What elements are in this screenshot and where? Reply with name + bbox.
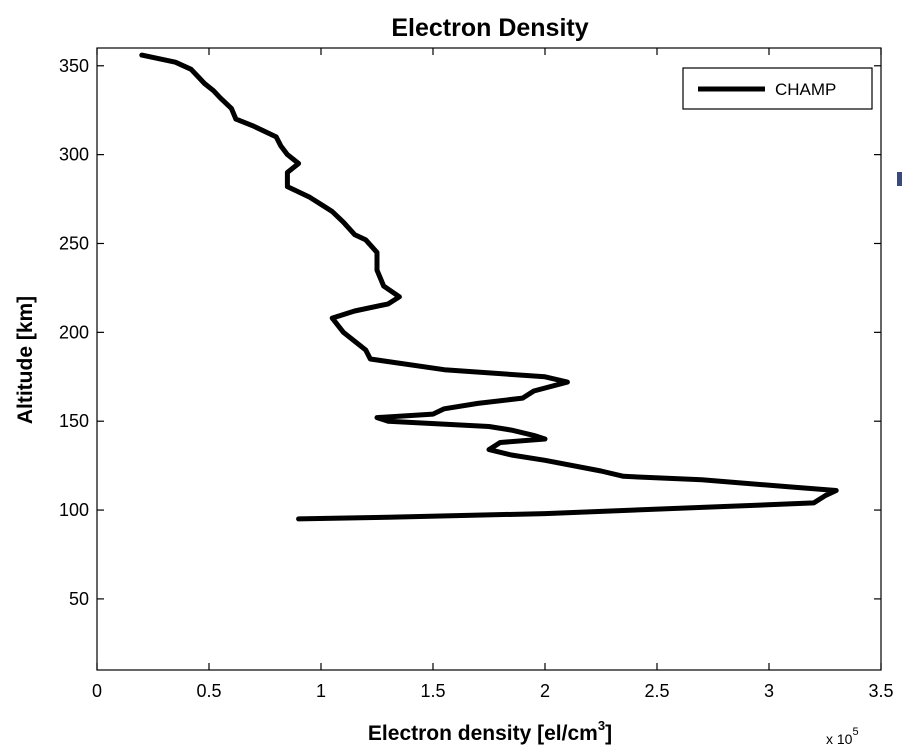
plot-area xyxy=(96,47,882,671)
x-tick-label: 1.5 xyxy=(420,681,445,701)
y-tick-label: 150 xyxy=(59,411,89,431)
x-tick-label: 1 xyxy=(316,681,326,701)
y-axis-label: Altitude [km] xyxy=(14,296,37,424)
edge-marker xyxy=(897,172,902,186)
y-tick-label: 200 xyxy=(59,322,89,342)
x-tick-label: 0 xyxy=(92,681,102,701)
x-tick-label: 2 xyxy=(540,681,550,701)
x-axis-label: Electron density [el/cm3] xyxy=(368,718,612,745)
legend: CHAMP xyxy=(682,67,873,110)
x-tick-label: 0.5 xyxy=(196,681,221,701)
y-tick-label: 100 xyxy=(59,500,89,520)
chart-title: Electron Density xyxy=(391,14,588,42)
series-line-champ xyxy=(139,52,839,522)
x-tick-label: 2.5 xyxy=(644,681,669,701)
legend-label-champ: CHAMP xyxy=(775,80,836,99)
x-axis-multiplier: x 105 xyxy=(826,726,859,747)
y-axis-ticks: 50 100 150 200 250 300 350 xyxy=(59,56,881,609)
y-tick-label: 250 xyxy=(59,233,89,253)
x-axis-ticks: 0 0.5 1 1.5 2 2.5 3 3.5 xyxy=(92,48,894,701)
y-tick-label: 350 xyxy=(59,56,89,76)
y-tick-label: 50 xyxy=(69,589,89,609)
x-tick-label: 3.5 xyxy=(868,681,893,701)
y-tick-label: 300 xyxy=(59,145,89,165)
x-tick-label: 3 xyxy=(764,681,774,701)
